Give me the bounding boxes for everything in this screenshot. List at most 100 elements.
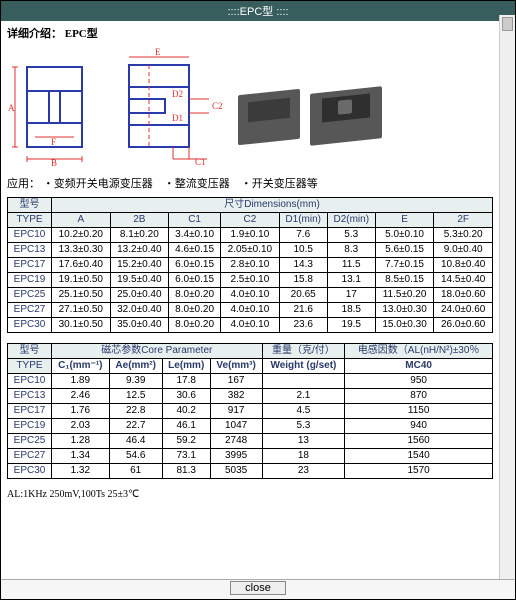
data-cell: 18.0±0.60 [434,288,493,303]
t2-c1: Ae(mm²) [109,359,162,374]
data-cell: 6.0±0.15 [169,273,221,288]
data-cell: 22.8 [109,404,162,419]
data-cell: 917 [210,404,262,419]
footer-note: AL:1KHz 250mV,100Ts 25±3℃ [7,489,493,500]
label-c1: C1 [195,157,206,167]
data-cell: 20.65 [279,288,327,303]
scrollbar-thumb[interactable] [502,17,513,31]
data-cell: 46.4 [109,434,162,449]
data-cell: 14.5±0.40 [434,273,493,288]
data-cell: 18.5 [327,303,375,318]
data-cell: 9.39 [109,374,162,389]
data-cell: 2.03 [52,419,110,434]
data-cell: 35.0±0.40 [110,318,169,333]
applications-line: 应用： ・变频开关电源变压器 ・整流变压器 ・开关变压器等 [7,175,493,191]
data-cell: 5.6±0.15 [375,243,434,258]
data-cell: 25.1±0.50 [52,288,111,303]
type-cell: EPC19 [8,273,52,288]
data-cell: 5.3 [262,419,345,434]
data-cell: 15.8 [279,273,327,288]
data-cell: 8.1±0.20 [110,228,169,243]
data-cell: 23 [262,464,345,479]
data-cell: 12.5 [109,389,162,404]
data-cell: 30.1±0.50 [52,318,111,333]
type-cell: EPC19 [8,419,52,434]
data-cell: 59.2 [162,434,210,449]
t2-h-weight: 重量（克/付） [262,344,345,359]
data-cell: 17 [327,288,375,303]
label-d1: D1 [172,113,183,123]
data-cell: 61 [109,464,162,479]
data-cell: 3995 [210,449,262,464]
data-cell: 4.0±0.10 [221,318,280,333]
data-cell: 8.0±0.20 [169,318,221,333]
label-a: A [8,103,15,113]
data-cell: 940 [345,419,493,434]
table-row: EPC132.4612.530.63822.1870 [8,389,493,404]
data-cell: 3.4±0.10 [169,228,221,243]
data-cell: 73.1 [162,449,210,464]
scrollbar[interactable] [499,15,515,579]
close-button[interactable]: close [230,581,286,595]
schematic-right: E D2 D1 C2 C1 [117,47,222,167]
data-cell: 9.0±0.40 [434,243,493,258]
data-cell: 1540 [345,449,493,464]
data-cell: 7.6 [279,228,327,243]
bottom-bar: close [1,579,515,599]
data-cell: 8.5±0.15 [375,273,434,288]
data-cell: 13 [262,434,345,449]
t2-h-al: 电感因数（AL(nH/N²)±30％ [345,344,493,359]
data-cell: 15.0±0.30 [375,318,434,333]
data-cell: 1047 [210,419,262,434]
data-cell: 4.6±0.15 [169,243,221,258]
table-row: EPC1010.2±0.208.1±0.203.4±0.101.9±0.107.… [8,228,493,243]
data-cell: 2.5±0.10 [221,273,280,288]
type-cell: EPC30 [8,318,52,333]
core-param-table: 型号 磁芯参数Core Parameter 重量（克/付） 电感因数（AL(nH… [7,343,493,479]
t1-h-right: 尺寸Dimensions(mm) [52,198,493,213]
t1-c4: D1(min) [279,213,327,228]
data-cell: 26.0±0.60 [434,318,493,333]
window: ::::EPC型 :::: 详细介绍： EPC型 A [0,0,516,600]
intro-line: 详细介绍： EPC型 [7,25,493,41]
intro-label: 详细介绍： [7,28,62,40]
t2-c4: Weight (g/set) [262,359,345,374]
diagram-row: A B F E D2 D [7,47,493,167]
title-text: ::::EPC型 :::: [227,6,288,18]
data-cell: 21.6 [279,303,327,318]
data-cell: 1150 [345,404,493,419]
t1-c7: 2F [434,213,493,228]
data-cell: 15.2±0.40 [110,258,169,273]
table-row: EPC1717.6±0.4015.2±0.406.0±0.152.8±0.101… [8,258,493,273]
core-photo [232,52,392,162]
label-e: E [155,47,161,57]
data-cell: 2.1 [262,389,345,404]
type-cell: EPC13 [8,243,52,258]
table-row: EPC271.3454.673.13995181540 [8,449,493,464]
type-cell: EPC30 [8,464,52,479]
data-cell: 14.3 [279,258,327,273]
label-f: F [51,137,56,147]
data-cell: 1.28 [52,434,110,449]
table-row: EPC101.899.3917.8167950 [8,374,493,389]
table-row: EPC192.0322.746.110475.3940 [8,419,493,434]
t1-c5: D2(min) [327,213,375,228]
data-cell: 1570 [345,464,493,479]
data-cell: 40.2 [162,404,210,419]
data-cell: 950 [345,374,493,389]
data-cell: 2.46 [52,389,110,404]
data-cell: 7.7±0.15 [375,258,434,273]
data-cell: 870 [345,389,493,404]
data-cell: 27.1±0.50 [52,303,111,318]
data-cell: 19.1±0.50 [52,273,111,288]
data-cell: 1.89 [52,374,110,389]
data-cell: 17.6±0.40 [52,258,111,273]
t2-h-left: 型号 [8,344,52,359]
schematic-left: A B F [7,47,107,167]
data-cell: 19.5 [327,318,375,333]
data-cell: 22.7 [109,419,162,434]
data-cell: 1.32 [52,464,110,479]
data-cell: 8.0±0.20 [169,303,221,318]
t1-h-left: 型号 [8,198,52,213]
data-cell: 5035 [210,464,262,479]
